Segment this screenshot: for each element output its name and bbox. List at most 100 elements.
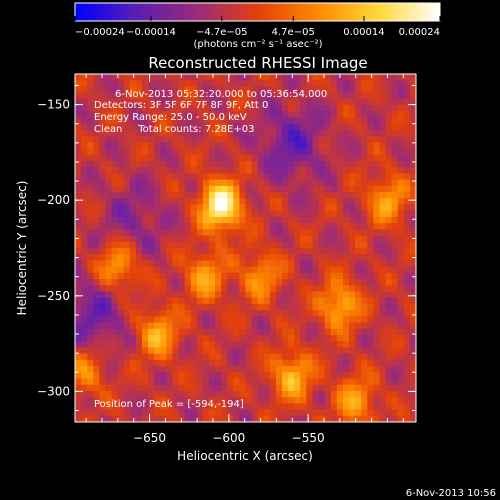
heatmap-cell bbox=[269, 229, 277, 237]
heatmap-cell bbox=[172, 384, 180, 392]
heatmap-cell bbox=[312, 272, 320, 280]
heatmap-cell bbox=[379, 167, 387, 175]
heatmap-cell bbox=[227, 254, 234, 262]
heatmap-cell bbox=[342, 86, 350, 94]
heatmap-cell bbox=[306, 353, 314, 361]
heatmap-cell bbox=[282, 260, 289, 268]
heatmap-cell bbox=[379, 105, 387, 112]
heatmap-cell bbox=[349, 173, 356, 181]
heatmap-cell bbox=[227, 248, 234, 255]
heatmap-cell bbox=[239, 241, 247, 249]
heatmap-cell bbox=[75, 204, 82, 212]
heatmap-cell bbox=[318, 235, 326, 243]
heatmap-cell bbox=[355, 366, 362, 373]
heatmap-cell bbox=[172, 403, 180, 411]
heatmap-cell bbox=[397, 291, 405, 299]
heatmap-cell bbox=[342, 179, 350, 187]
heatmap-cell bbox=[324, 136, 332, 143]
heatmap-cell bbox=[373, 279, 381, 286]
heatmap-cell bbox=[342, 328, 350, 336]
heatmap-cell bbox=[342, 409, 350, 417]
heatmap-cell bbox=[373, 173, 381, 181]
heatmap-cell bbox=[141, 167, 149, 175]
heatmap-cell bbox=[178, 117, 186, 125]
heatmap-cell bbox=[269, 105, 277, 112]
heatmap-cell bbox=[123, 285, 131, 293]
heatmap-cell bbox=[269, 223, 277, 230]
heatmap-cell bbox=[75, 359, 82, 367]
heatmap-cell bbox=[117, 409, 125, 417]
colorbar bbox=[74, 2, 441, 22]
heatmap-cell bbox=[282, 397, 289, 404]
heatmap-cell bbox=[227, 223, 234, 230]
heatmap-cell bbox=[105, 335, 113, 342]
heatmap-cell bbox=[87, 148, 94, 156]
heatmap-cell bbox=[184, 80, 192, 88]
heatmap-cell bbox=[397, 279, 405, 286]
heatmap-cell bbox=[282, 390, 289, 398]
heatmap-cell bbox=[330, 235, 338, 243]
heatmap-cell bbox=[117, 347, 125, 355]
heatmap-cell bbox=[233, 285, 241, 293]
heatmap-cell bbox=[93, 229, 100, 237]
heatmap-cell bbox=[306, 136, 314, 143]
heatmap-cell bbox=[367, 148, 374, 156]
heatmap-cell bbox=[355, 328, 362, 336]
heatmap-cell bbox=[257, 297, 265, 305]
heatmap-cell bbox=[361, 272, 368, 280]
heatmap-cell bbox=[324, 92, 332, 100]
heatmap-cell bbox=[202, 415, 210, 422]
heatmap-cell bbox=[123, 397, 131, 404]
heatmap-cell bbox=[342, 192, 350, 199]
heatmap-cell bbox=[403, 347, 411, 355]
heatmap-cell bbox=[208, 378, 216, 386]
heatmap-cell bbox=[367, 123, 374, 131]
heatmap-cell bbox=[148, 303, 155, 311]
heatmap-cell bbox=[148, 397, 155, 404]
heatmap-cell bbox=[306, 111, 314, 119]
heatmap-cell bbox=[190, 409, 198, 417]
heatmap-cell bbox=[288, 173, 295, 181]
heatmap-cell bbox=[367, 310, 374, 317]
heatmap-cell bbox=[184, 136, 192, 143]
heatmap-cell bbox=[99, 123, 107, 131]
heatmap-cell bbox=[263, 179, 271, 187]
heatmap-cell bbox=[172, 297, 180, 305]
heatmap-cell bbox=[330, 136, 338, 143]
heatmap-cell bbox=[172, 80, 180, 88]
heatmap-cell bbox=[367, 248, 374, 255]
heatmap-cell bbox=[342, 210, 350, 218]
heatmap-cell bbox=[355, 347, 362, 355]
heatmap-cell bbox=[196, 397, 204, 404]
heatmap-cell bbox=[208, 210, 216, 218]
heatmap-cell bbox=[373, 260, 381, 268]
heatmap-cell bbox=[221, 403, 228, 411]
heatmap-cell bbox=[196, 179, 204, 187]
heatmap-cell bbox=[403, 154, 411, 162]
heatmap-cell bbox=[93, 297, 100, 305]
heatmap-cell bbox=[233, 161, 241, 168]
heatmap-cell bbox=[141, 353, 149, 361]
heatmap-cell bbox=[282, 198, 289, 206]
heatmap-cell bbox=[300, 86, 307, 94]
heatmap-cell bbox=[129, 117, 137, 125]
heatmap-cell bbox=[294, 397, 301, 404]
heatmap-cell bbox=[336, 117, 344, 125]
heatmap-cell bbox=[397, 74, 405, 81]
heatmap-cell bbox=[275, 129, 283, 137]
heatmap-cell bbox=[288, 86, 295, 94]
heatmap-cell bbox=[148, 80, 155, 88]
heatmap-cell bbox=[172, 111, 180, 119]
heatmap-cell bbox=[397, 192, 405, 199]
heatmap-cell bbox=[336, 260, 344, 268]
heatmap-cell bbox=[233, 117, 241, 125]
heatmap-cell bbox=[403, 266, 411, 274]
heatmap-cell bbox=[282, 248, 289, 255]
heatmap-cell bbox=[135, 335, 143, 342]
heatmap-cell bbox=[111, 92, 119, 100]
heatmap-cell bbox=[221, 111, 228, 119]
heatmap-cell bbox=[196, 353, 204, 361]
heatmap-cell bbox=[129, 204, 137, 212]
heatmap-cell bbox=[373, 198, 381, 206]
heatmap-cell bbox=[135, 359, 143, 367]
